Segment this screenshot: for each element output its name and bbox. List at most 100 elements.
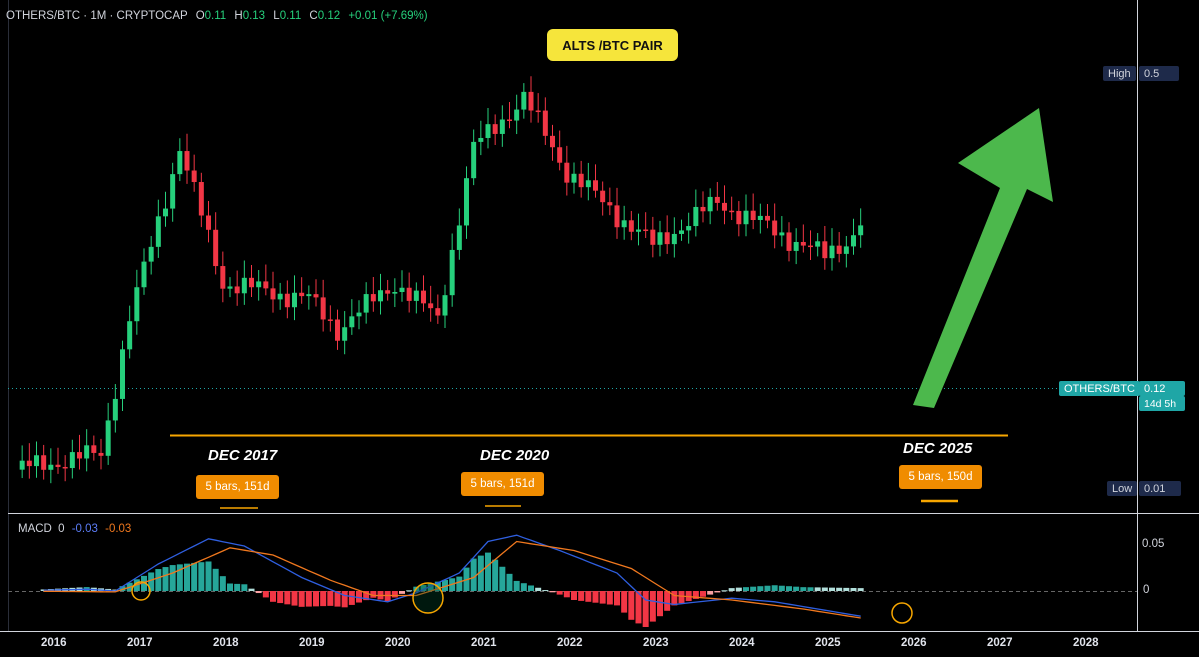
candle-body — [41, 455, 47, 470]
change-value: +0.01 (+7.69%) — [348, 10, 428, 22]
candle-body — [650, 229, 656, 245]
macd-histogram-bar — [850, 588, 857, 591]
candle-body — [800, 241, 806, 246]
macd-cross-circle-2025 — [891, 602, 913, 624]
symbol-price-tag: OTHERS/BTC — [1059, 381, 1140, 396]
macd-value-0: 0 — [58, 523, 65, 535]
candle-body — [499, 119, 505, 134]
macd-histogram-bar — [585, 591, 592, 602]
candle-body — [428, 303, 434, 309]
macd-histogram-bar — [262, 591, 269, 598]
year-label: 2017 — [127, 637, 153, 649]
candle-body — [707, 196, 713, 212]
candle-body — [485, 124, 491, 138]
candle-body — [593, 180, 598, 191]
candle-body — [851, 235, 856, 247]
symbol-header: OTHERS/BTC · 1M · CRYPTOCAP O0.11 H0.13 … — [6, 10, 428, 22]
candle-body — [657, 232, 663, 245]
year-label: 2020 — [385, 637, 411, 649]
candle-body — [557, 147, 563, 163]
candle-body — [585, 180, 591, 188]
candle-body — [686, 226, 692, 231]
macd-histogram-bar — [535, 587, 542, 591]
low-tag-value: 0.01 — [1144, 482, 1166, 495]
candle-body — [779, 232, 785, 236]
macd-histogram-bar — [499, 566, 506, 591]
candle-body — [163, 208, 168, 217]
macd-histogram-bar — [513, 580, 520, 591]
macd-histogram-bar — [771, 585, 778, 591]
candle-body — [822, 241, 828, 259]
candle-body — [105, 420, 111, 456]
high-tag: High — [1103, 66, 1136, 81]
macd-histogram-bar — [621, 591, 628, 613]
year-label: 2025 — [815, 637, 841, 649]
year-label: 2016 — [41, 637, 67, 649]
macd-histogram-bar — [707, 591, 714, 595]
macd-histogram-bar — [241, 584, 248, 591]
macd-histogram-bar — [628, 591, 635, 620]
candle-body — [220, 266, 226, 289]
low-value-tag: 0.01 — [1139, 481, 1181, 496]
candle-body — [55, 464, 61, 467]
macd-histogram-bar — [356, 591, 362, 603]
macd-histogram-bar — [599, 591, 606, 604]
macd-value-1: -0.03 — [71, 523, 98, 535]
year-label: 2024 — [729, 637, 755, 649]
high-tag-label: High — [1108, 67, 1131, 80]
candle-body — [148, 246, 154, 262]
period-badge-2020: 5 bars, 151d — [461, 472, 544, 496]
macd-histogram-bar — [212, 568, 219, 591]
candle-body — [62, 466, 68, 469]
low-value: 0.11 — [279, 10, 302, 22]
candle-body — [492, 124, 498, 134]
year-label: 2027 — [987, 637, 1013, 649]
macd-histogram-bar — [829, 587, 835, 591]
candle-body — [564, 162, 570, 183]
macd-histogram-bar — [370, 591, 377, 598]
macd-histogram-bar — [227, 583, 233, 591]
candle-body — [528, 91, 534, 111]
macd-histogram-bar — [334, 591, 341, 607]
candle-body — [578, 173, 584, 188]
current-price-tag: 0.12 — [1139, 381, 1185, 396]
candle-body — [284, 293, 290, 308]
low-tag: Low — [1107, 481, 1138, 496]
macd-histogram-bar — [764, 585, 771, 591]
candle-body — [249, 277, 254, 288]
candle-body — [729, 210, 735, 213]
candle-body — [700, 206, 706, 212]
macd-label: MACD — [18, 523, 52, 535]
candle-body — [234, 286, 240, 294]
period-badge-2025: 5 bars, 150d — [899, 465, 982, 489]
candle-body — [327, 319, 333, 321]
candle-body — [836, 245, 842, 254]
candle-body — [750, 210, 756, 221]
candle-body — [521, 91, 527, 110]
candle-body — [263, 281, 269, 289]
macd-histogram-bar — [291, 591, 298, 606]
countdown-value: 14d 5h — [1144, 397, 1177, 410]
candle-body — [77, 452, 82, 459]
macd-histogram-bar — [327, 591, 334, 606]
macd-histogram-bar — [348, 591, 355, 605]
macd-histogram-bar — [420, 585, 427, 591]
candle-body — [363, 294, 369, 313]
macd-histogram-bar — [162, 567, 169, 591]
macd-histogram-bar — [857, 588, 864, 591]
annotation-title: ALTS /BTC PAIR — [547, 29, 678, 61]
candle-body — [342, 327, 348, 341]
period-label-2020: DEC 2020 — [480, 447, 550, 464]
macd-histogram-bar — [255, 591, 262, 594]
macd-histogram-bar — [456, 576, 463, 591]
macd-histogram-bar — [750, 586, 757, 591]
high-tag-value: 0.5 — [1144, 67, 1160, 80]
candle-body — [736, 210, 742, 225]
macd-histogram-bar — [198, 562, 205, 591]
candle-body — [600, 190, 606, 203]
macd-histogram-bar — [506, 573, 513, 591]
macd-histogram-bar — [578, 591, 585, 601]
macd-histogram-bar — [649, 591, 656, 622]
candle-body — [177, 151, 183, 175]
